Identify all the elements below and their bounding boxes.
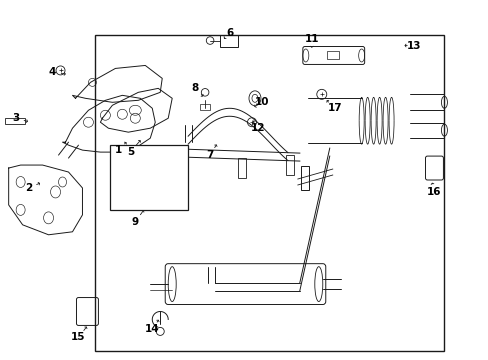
Bar — [200, 104, 210, 110]
Text: 1: 1 — [115, 145, 122, 155]
Text: 12: 12 — [250, 123, 264, 133]
Text: 15: 15 — [71, 332, 85, 342]
Text: 5: 5 — [126, 147, 134, 157]
Text: 6: 6 — [226, 28, 233, 37]
Text: 10: 10 — [254, 97, 269, 107]
Bar — [238, 158, 245, 178]
Bar — [285, 155, 293, 175]
Text: 7: 7 — [206, 150, 213, 160]
Text: 11: 11 — [304, 33, 318, 44]
Text: 4: 4 — [49, 67, 56, 77]
Text: 3: 3 — [12, 113, 19, 123]
Bar — [146, 188, 154, 196]
Bar — [95, 35, 444, 351]
Text: 9: 9 — [131, 217, 139, 227]
Text: 2: 2 — [25, 183, 32, 193]
Bar — [300, 166, 308, 190]
Bar — [220, 35, 238, 46]
Bar — [110, 145, 188, 210]
Text: 17: 17 — [327, 103, 341, 113]
Text: 13: 13 — [407, 41, 421, 50]
Text: 16: 16 — [427, 187, 441, 197]
Text: 14: 14 — [144, 324, 159, 334]
Bar — [326, 51, 338, 59]
Bar — [5, 118, 24, 124]
Text: 8: 8 — [191, 84, 198, 93]
